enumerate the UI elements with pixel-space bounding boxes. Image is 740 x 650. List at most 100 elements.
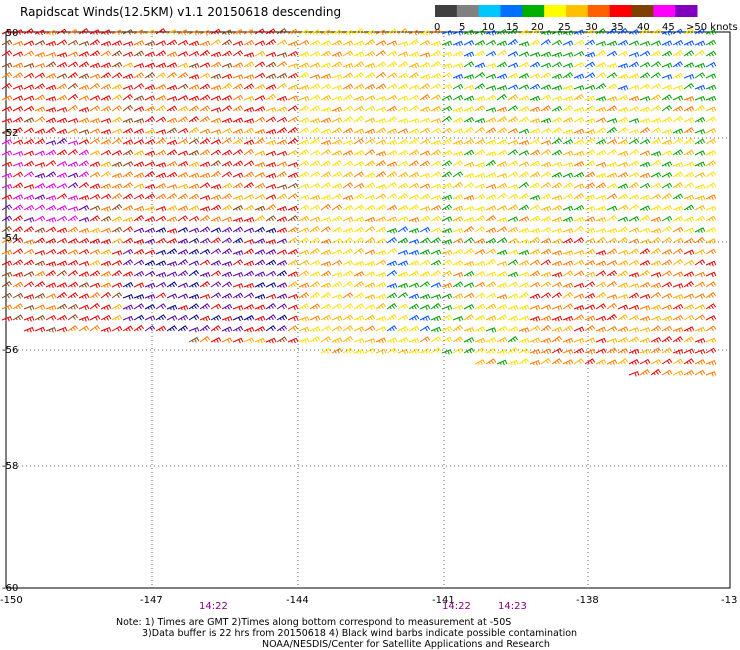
- wind-barb: [639, 40, 651, 47]
- wind-barb: [441, 63, 453, 69]
- wind-barb: [210, 325, 222, 332]
- wind-barb: [463, 84, 475, 91]
- wind-barb: [265, 116, 277, 123]
- wind-barb: [573, 73, 585, 80]
- wind-barb: [309, 247, 320, 255]
- wind-barb: [309, 127, 321, 134]
- wind-barb: [320, 117, 332, 124]
- wind-barb: [111, 193, 123, 200]
- wind-barb: [342, 139, 354, 146]
- wind-barb: [144, 84, 156, 91]
- wind-barb: [331, 272, 343, 278]
- wind-barb: [265, 161, 277, 168]
- wind-barb: [221, 62, 233, 69]
- wind-barb: [34, 326, 46, 333]
- wind-barb: [89, 238, 101, 245]
- wind-barb: [485, 281, 497, 288]
- lon-label: -144: [286, 595, 309, 606]
- wind-barb: [45, 149, 57, 156]
- wind-barb: [34, 40, 46, 46]
- wind-barb: [78, 73, 90, 80]
- wind-barb: [694, 348, 706, 355]
- wind-barb: [595, 236, 606, 244]
- wind-barb: [353, 182, 365, 189]
- wind-barb: [430, 50, 442, 57]
- wind-barb: [540, 324, 551, 332]
- wind-barb: [628, 371, 640, 377]
- wind-barb: [441, 326, 453, 332]
- wind-barb: [606, 270, 618, 277]
- wind-barb: [309, 315, 321, 322]
- wind-barb: [639, 138, 651, 145]
- wind-barb: [100, 171, 112, 178]
- wind-barb: [89, 249, 101, 255]
- wind-barb: [606, 83, 618, 90]
- wind-barb: [683, 106, 695, 112]
- wind-barb: [122, 259, 134, 266]
- wind-barb: [133, 50, 145, 57]
- wind-barb: [122, 149, 134, 156]
- wind-barb: [276, 161, 288, 168]
- wind-barb: [595, 50, 606, 57]
- wind-barb: [397, 83, 409, 90]
- wind-barb: [705, 315, 717, 321]
- wind-barb: [364, 39, 376, 46]
- wind-barb: [89, 205, 101, 212]
- wind-barb: [694, 236, 705, 244]
- wind-barb: [408, 94, 420, 101]
- wind-barb: [320, 325, 332, 332]
- wind-barb: [672, 50, 684, 57]
- wind-barb: [265, 84, 277, 90]
- wind-barb: [408, 348, 420, 355]
- wind-barb: [441, 105, 453, 112]
- wind-barb: [419, 325, 431, 332]
- wind-barb: [683, 216, 695, 223]
- wind-barb: [507, 139, 519, 146]
- wind-barb: [705, 360, 717, 366]
- wind-barb: [254, 83, 266, 90]
- wind-barb: [45, 40, 57, 47]
- wind-barb: [672, 162, 684, 168]
- wind-barb: [78, 40, 90, 47]
- wind-barb: [529, 171, 541, 178]
- wind-barb: [639, 205, 651, 212]
- wind-barb: [562, 182, 574, 189]
- wind-barb: [12, 248, 24, 255]
- wind-barb: [243, 260, 255, 267]
- wind-barb: [188, 326, 200, 333]
- lat-lon-grid: [6, 32, 730, 588]
- wind-barb: [144, 51, 156, 58]
- wind-barb: [540, 94, 552, 101]
- wind-barb: [111, 260, 123, 266]
- wind-barb: [408, 282, 420, 289]
- wind-barb: [12, 171, 24, 178]
- wind-barb: [12, 204, 24, 211]
- wind-barb: [111, 150, 123, 156]
- wind-barb: [694, 28, 706, 35]
- wind-barb: [617, 193, 629, 200]
- wind-barb: [331, 95, 343, 102]
- wind-barb: [408, 118, 420, 124]
- wind-barb: [265, 61, 277, 68]
- wind-barb: [375, 204, 387, 211]
- wind-barb: [78, 95, 90, 101]
- wind-barb: [111, 94, 123, 101]
- wind-barb: [551, 292, 563, 299]
- wind-barb: [441, 270, 453, 277]
- wind-barb: [683, 336, 695, 343]
- wind-barb: [199, 30, 211, 36]
- wind-barb: [221, 293, 233, 299]
- wind-barb: [56, 291, 67, 299]
- wind-barb: [342, 160, 354, 167]
- wind-barb: [386, 50, 398, 57]
- wind-barb: [529, 138, 541, 145]
- wind-barb: [364, 249, 376, 256]
- wind-barb: [672, 294, 684, 300]
- wind-barb: [661, 259, 673, 266]
- wind-barb: [155, 249, 167, 256]
- wind-barb: [705, 371, 717, 377]
- wind-barb: [232, 138, 244, 145]
- wind-barb: [507, 72, 519, 79]
- wind-barb: [23, 271, 35, 277]
- wind-barb: [364, 325, 376, 332]
